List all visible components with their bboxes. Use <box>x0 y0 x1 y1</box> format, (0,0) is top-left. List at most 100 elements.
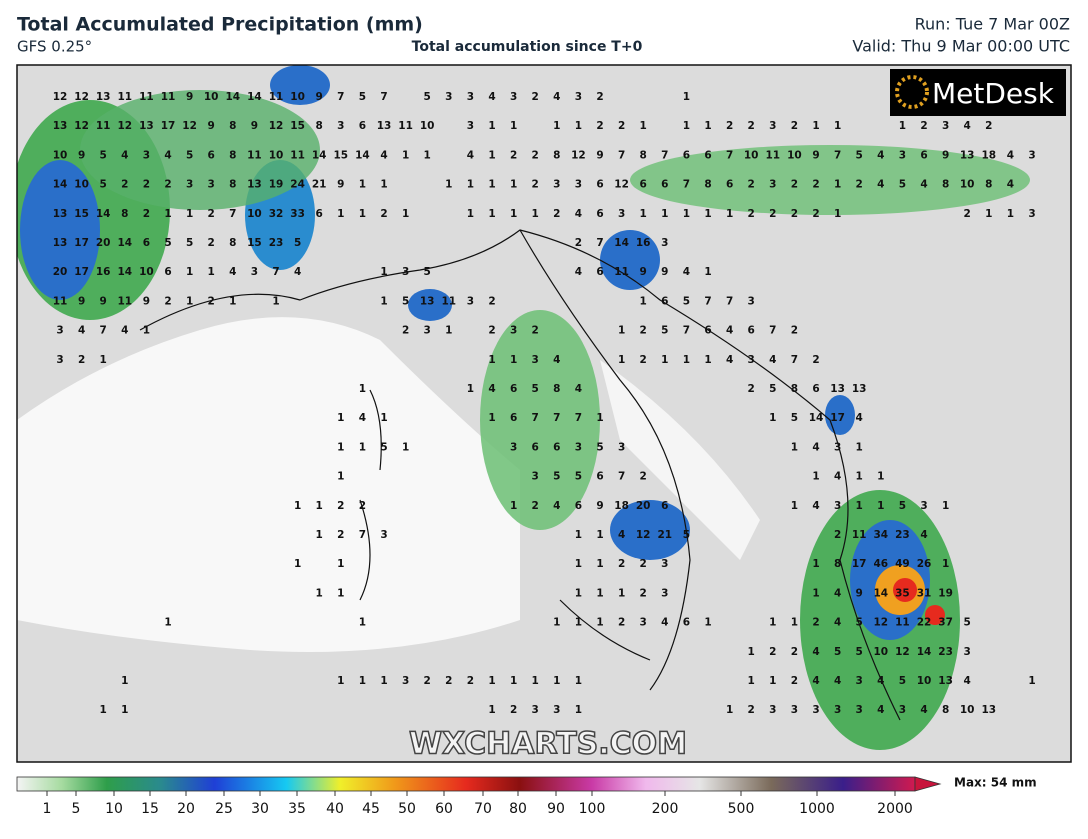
map-value: 3 <box>942 120 949 132</box>
map-value: 6 <box>359 120 366 132</box>
map-value: 5 <box>596 441 603 453</box>
map-value: 4 <box>920 179 927 191</box>
map-value: 8 <box>942 179 949 191</box>
map-value: 4 <box>121 149 128 161</box>
map-value: 1 <box>683 91 690 103</box>
map-value: 8 <box>229 237 236 249</box>
map-value: 6 <box>640 179 647 191</box>
map-value: 4 <box>812 646 819 658</box>
map-value: 1 <box>877 500 884 512</box>
map-value: 11 <box>117 91 132 103</box>
map-value: 5 <box>424 91 431 103</box>
map-value: 1 <box>575 558 582 570</box>
map-value: 6 <box>532 441 539 453</box>
map-value: 1 <box>488 354 495 366</box>
map-value: 2 <box>402 325 409 337</box>
map-value: 3 <box>553 704 560 716</box>
map-value: 2 <box>143 179 150 191</box>
map-value: 11 <box>614 266 629 278</box>
map-value: 10 <box>420 120 435 132</box>
map-value: 13 <box>53 120 68 132</box>
map-value: 1 <box>704 120 711 132</box>
map-value: 1 <box>424 149 431 161</box>
map-value: 6 <box>316 208 323 220</box>
map-value: 6 <box>164 266 171 278</box>
map-value: 5 <box>856 149 863 161</box>
map-values: 12 12 13 11 11 11 9 10 14 14 11 10 9 7 5 7 5 3 3 4 3 2 4 3 2 113 1… <box>53 91 1036 716</box>
map-value: 6 <box>748 325 755 337</box>
map-value: 1 <box>510 500 517 512</box>
map-value: 11 <box>895 617 910 629</box>
map-value: 4 <box>467 149 474 161</box>
map-value: 3 <box>251 266 258 278</box>
map-value: 13 <box>53 237 68 249</box>
map-value: 1 <box>856 500 863 512</box>
map-value: 2 <box>78 354 85 366</box>
map-value: 2 <box>791 646 798 658</box>
map-value: 10 <box>744 149 759 161</box>
map-value: 8 <box>834 558 841 570</box>
map-value: 1 <box>402 208 409 220</box>
map-value: 23 <box>269 237 284 249</box>
map-value: 4 <box>920 704 927 716</box>
map-value: 4 <box>877 149 884 161</box>
colorbar-tick-label: 35 <box>288 801 306 817</box>
map-value: 3 <box>618 441 625 453</box>
map-value: 13 <box>830 383 845 395</box>
map-value: 4 <box>856 412 863 424</box>
map-value: 1 <box>359 179 366 191</box>
map-value: 7 <box>532 412 539 424</box>
logo-icon <box>895 75 929 109</box>
map-value: 11 <box>269 91 284 103</box>
map-value: 2 <box>532 325 539 337</box>
map-value: 9 <box>596 149 603 161</box>
map-value: 4 <box>834 617 841 629</box>
map-value: 10 <box>74 179 89 191</box>
map-value: 3 <box>337 120 344 132</box>
map-value: 5 <box>424 266 431 278</box>
run: Run: Tue 7 Mar 00Z <box>915 15 1070 34</box>
map-value: 6 <box>683 149 690 161</box>
map-value: 5 <box>683 529 690 541</box>
logo: MetDesk <box>932 77 1055 110</box>
map-value: 6 <box>812 383 819 395</box>
map-value: 3 <box>640 617 647 629</box>
map-value: 2 <box>208 295 215 307</box>
map-value: 1 <box>1007 208 1014 220</box>
map-value: 1 <box>337 587 344 599</box>
map-value: 32 <box>269 208 284 220</box>
map-value: 4 <box>575 208 582 220</box>
map-value: 3 <box>920 500 927 512</box>
map-value: 16 <box>96 266 111 278</box>
map-value: 4 <box>834 675 841 687</box>
colorbar <box>16 776 916 792</box>
map-value: 14 <box>225 91 240 103</box>
colorbar-tick-label: 1000 <box>799 801 835 817</box>
colorbar-tick-label: 1 <box>43 801 52 817</box>
map-value: 1 <box>748 646 755 658</box>
map-value: 1 <box>294 500 301 512</box>
map-value: 20 <box>636 500 651 512</box>
map-value: 1 <box>726 208 733 220</box>
map-value: 8 <box>985 179 992 191</box>
map-value: 2 <box>640 325 647 337</box>
map-value: 1 <box>769 675 776 687</box>
map-value: 1 <box>704 208 711 220</box>
map-value: 3 <box>208 179 215 191</box>
map-value: 1 <box>510 120 517 132</box>
map-value: 3 <box>402 675 409 687</box>
map-value: 1 <box>316 529 323 541</box>
map-value: 1 <box>121 704 128 716</box>
map-value: 1 <box>812 120 819 132</box>
map-value: 2 <box>445 675 452 687</box>
map-value: 9 <box>596 500 603 512</box>
map-value: 3 <box>186 179 193 191</box>
map-value: 6 <box>704 325 711 337</box>
map-value: 1 <box>121 675 128 687</box>
map-value: 7 <box>834 149 841 161</box>
map-value: 2 <box>812 208 819 220</box>
map-frame <box>16 64 1072 763</box>
map-value: 5 <box>553 471 560 483</box>
map-value: 12 <box>571 149 586 161</box>
